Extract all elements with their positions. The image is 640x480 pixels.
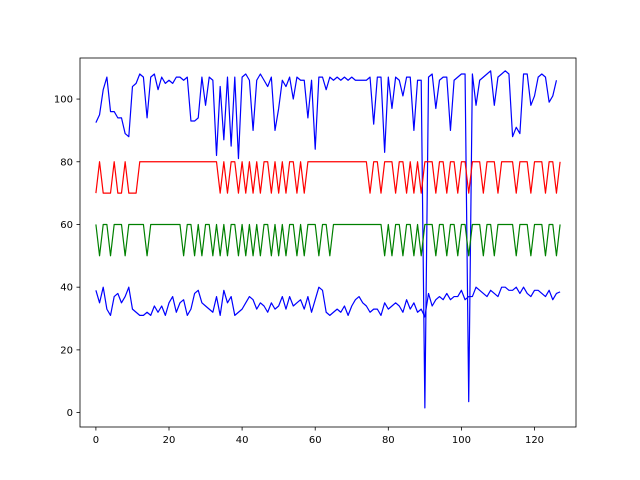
plot-frame <box>79 57 577 428</box>
x-tick-label: 100 <box>452 435 471 446</box>
series-line-1 <box>95 70 558 409</box>
x-tick-label: 40 <box>236 435 249 446</box>
x-tick-label: 0 <box>93 435 99 446</box>
y-tick-label: 40 <box>60 283 73 294</box>
series-line-2 <box>95 161 561 194</box>
series-line-4 <box>95 286 561 318</box>
series-line-3 <box>95 223 561 257</box>
y-axis: 0 20 40 60 80 100 <box>54 95 80 419</box>
x-tick-label: 20 <box>163 435 176 446</box>
x-tick-label: 60 <box>309 435 322 446</box>
y-tick-label: 80 <box>60 157 73 168</box>
y-tick-label: 0 <box>67 408 73 419</box>
x-tick-label: 120 <box>525 435 544 446</box>
x-axis: 0 20 40 60 80 100 120 <box>93 427 544 446</box>
x-tick-label: 80 <box>382 435 395 446</box>
series-layer <box>95 70 561 409</box>
y-tick-label: 60 <box>60 220 73 231</box>
y-tick-label: 100 <box>54 95 73 106</box>
y-tick-label: 20 <box>60 345 73 356</box>
